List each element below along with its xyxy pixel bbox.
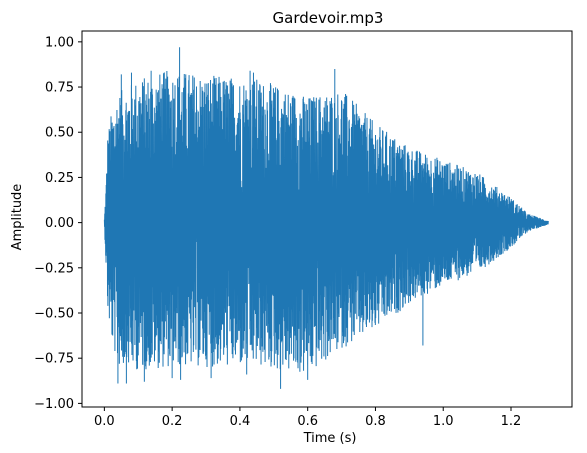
y-tick-label: 1.00 — [45, 35, 74, 50]
y-axis: −1.00 −0.75 −0.50 −0.25 0.00 0.25 0.50 0.75 1.00 — [34, 35, 82, 412]
y-tick-label: −1.00 — [34, 397, 74, 412]
y-tick-label: 0.75 — [45, 81, 74, 96]
y-tick-label: −0.75 — [34, 352, 74, 367]
y-tick-label: 0.50 — [45, 126, 74, 141]
x-tick-label: 0.4 — [230, 414, 251, 429]
x-axis-label: Time (s) — [303, 431, 357, 446]
chart-title: Gardevoir.mp3 — [273, 9, 384, 27]
x-tick-label: 0.2 — [162, 414, 183, 429]
y-tick-label: −0.50 — [34, 307, 74, 322]
x-tick-label: 0.6 — [297, 414, 318, 429]
x-tick-label: 1.2 — [501, 414, 522, 429]
x-axis: 0.0 0.2 0.4 0.6 0.8 1.0 1.2 — [94, 407, 521, 429]
axes-frame — [81, 30, 573, 408]
x-tick-label: 0.8 — [365, 414, 386, 429]
y-tick-label: 0.25 — [45, 171, 74, 186]
x-tick-label: 0.0 — [94, 414, 115, 429]
x-tick-label: 1.0 — [433, 414, 454, 429]
y-axis-label: Amplitude — [10, 184, 25, 251]
plot-area — [81, 30, 573, 408]
y-tick-label: 0.00 — [45, 216, 74, 231]
waveform-series — [103, 47, 549, 389]
y-tick-label: −0.25 — [34, 261, 74, 276]
